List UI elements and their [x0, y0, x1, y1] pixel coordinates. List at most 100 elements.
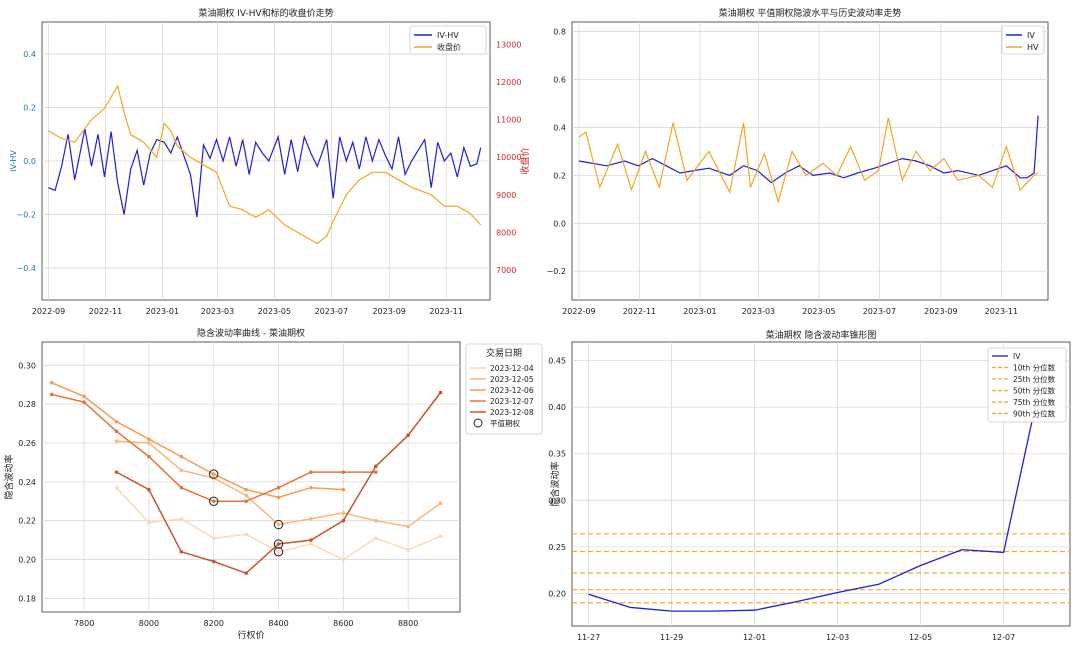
- x-tick-label: 2023-07: [315, 307, 348, 316]
- data-point: [341, 518, 346, 523]
- grid-lines: [42, 342, 460, 612]
- x-tick-label: 11-29: [660, 633, 683, 642]
- data-point: [341, 487, 346, 492]
- y2-tick-label: 10000: [496, 153, 521, 162]
- y-tick-label: 0.30: [18, 361, 36, 370]
- x-tick-label: 11-27: [577, 633, 600, 642]
- x-tick-label: 2022-11: [89, 307, 122, 316]
- x-tick-label: 12-03: [826, 633, 849, 642]
- atm-marker: [273, 519, 284, 530]
- data-point: [276, 485, 281, 490]
- y-axis-label: 隐含波动率: [3, 454, 15, 499]
- y-tick-label: 0.35: [548, 450, 566, 459]
- y-tick-label: 0.0: [23, 157, 36, 166]
- data-point: [373, 536, 378, 540]
- grid-lines: [572, 22, 1048, 300]
- y-tick-label: 0.8: [553, 28, 566, 37]
- data-point: [114, 419, 119, 424]
- data-point: [276, 522, 281, 527]
- data-point: [309, 485, 313, 490]
- plot-frame: [41, 341, 461, 613]
- chart-panel-4: 菜油期权 隐含波动率锥形图 11-27 11-29 12-01 12-03 12-05 12…: [548, 329, 1071, 642]
- legend-label: 平值期权: [490, 418, 520, 428]
- x-axis-label: 行权价: [237, 629, 264, 641]
- data-point: [179, 468, 184, 473]
- data-point: [276, 495, 281, 500]
- y-tick-label: 0.25: [548, 543, 566, 552]
- series-line-2: [578, 117, 1039, 204]
- x-tick-label: 2023-05: [258, 307, 291, 316]
- x-tick-label: 12-01: [743, 633, 766, 642]
- data-point: [179, 454, 184, 459]
- legend-label: 2023-12-07: [490, 397, 534, 406]
- data-point: [244, 487, 248, 492]
- series-line-2: [48, 84, 482, 245]
- series-line-3: [51, 382, 344, 499]
- legend-label: 25th 分位数: [1013, 374, 1056, 384]
- y-tick-label: 0.20: [18, 556, 36, 565]
- data-point: [49, 392, 54, 397]
- legend-label: 50th 分位数: [1013, 386, 1056, 396]
- y-tick-label: 0.18: [18, 594, 36, 603]
- data-point: [147, 520, 151, 525]
- data-point: [147, 441, 151, 445]
- data-point: [147, 437, 151, 441]
- data-point: [406, 548, 410, 552]
- y-tick-label: 0.4: [553, 123, 566, 132]
- chart-panel-2: 菜油期权 平值期权隐波水平与历史波动率走势 2022-09 2022-11 2023-…: [547, 7, 1049, 316]
- data-point: [309, 542, 313, 546]
- y-tick-label: 0.30: [548, 496, 566, 505]
- grid-lines: [42, 22, 490, 300]
- series-line-1: [578, 115, 1039, 184]
- y-axis-label: 隐含波动率: [549, 461, 561, 506]
- data-point: [276, 542, 281, 546]
- x-tick-label: 2023-03: [201, 307, 234, 316]
- data-point: [341, 511, 346, 515]
- data-point: [114, 470, 119, 474]
- x-tick-label: 12-05: [909, 633, 932, 642]
- x-tick-label: 2023-11: [429, 307, 462, 316]
- y-axis-label: IV-HV: [9, 150, 18, 172]
- data-point: [244, 532, 248, 537]
- y2-axis-label: 收盘价: [519, 147, 531, 174]
- data-point: [438, 534, 443, 539]
- chart-title: 隐含波动率曲线 - 菜油期权: [197, 327, 305, 339]
- legend-atm-marker: [473, 418, 483, 428]
- plot-frame: [571, 21, 1049, 301]
- data-point: [309, 470, 313, 474]
- data-point: [438, 390, 443, 395]
- x-tick-label: 2022-09: [32, 307, 65, 316]
- x-tick-label: 2023-07: [863, 307, 896, 316]
- data-point: [406, 433, 410, 438]
- legend-label: 2023-12-04: [490, 364, 534, 373]
- y-tick-label: −0.2: [17, 210, 36, 219]
- data-point: [211, 499, 216, 504]
- x-tick-label: 2023-05: [802, 307, 835, 316]
- y-tick-label: 0.24: [18, 478, 36, 487]
- y-tick-label: 0.28: [18, 400, 36, 409]
- chart-title: 菜油期权 隐含波动率锥形图: [766, 329, 877, 341]
- data-point: [114, 485, 119, 490]
- x-tick-label: 2023-09: [924, 307, 957, 316]
- data-point: [438, 501, 443, 506]
- x-tick-label: 8200: [204, 619, 224, 628]
- x-tick-label: 12-07: [992, 633, 1015, 642]
- legend-box: [987, 347, 1067, 423]
- data-point: [309, 516, 313, 521]
- series-line-1: [48, 128, 482, 218]
- legend-label: IV: [1027, 31, 1035, 40]
- x-tick-label: 2023-03: [742, 307, 775, 316]
- data-point: [114, 429, 119, 434]
- x-tick-label: 2023-09: [372, 307, 405, 316]
- legend-label: IV: [1013, 352, 1021, 361]
- data-point: [373, 464, 378, 469]
- legend-label: IV-HV: [437, 31, 459, 40]
- legend-label: 10th 分位数: [1013, 363, 1056, 373]
- y2-tick-label: 11000: [496, 116, 521, 125]
- data-point: [179, 485, 184, 490]
- x-tick-label: 2023-11: [985, 307, 1018, 316]
- x-tick-label: 8800: [398, 619, 418, 628]
- y2-tick-label: 7000: [496, 266, 516, 275]
- chart-panel-1: 菜油期权 IV-HV和标的收盘价走势 2022-09 2022-11 2023-01 2…: [9, 7, 531, 316]
